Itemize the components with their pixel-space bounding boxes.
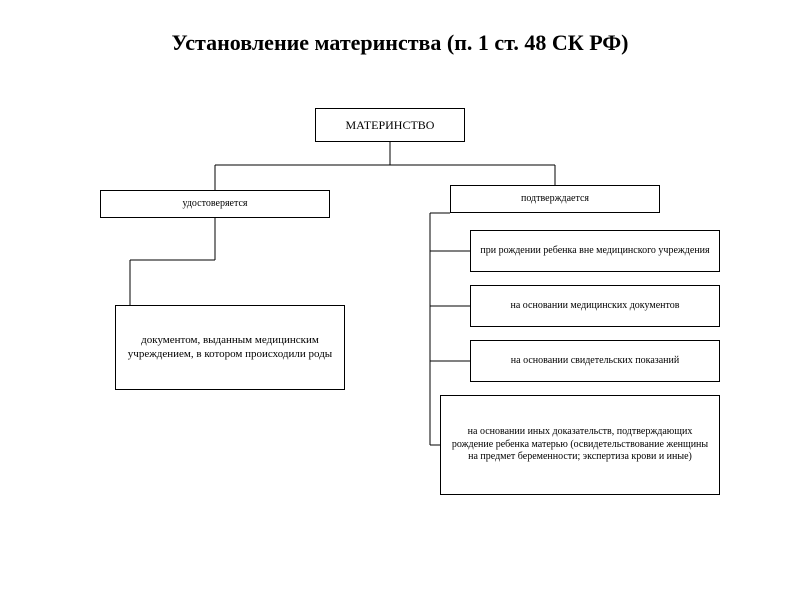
node-right-item-2: на основании свидетельских показаний	[470, 340, 720, 382]
node-left-detail-label: документом, выданным медицинским учрежде…	[122, 334, 338, 362]
node-left-head-label: удостоверяется	[182, 198, 247, 211]
node-root-label: МАТЕРИНСТВО	[346, 118, 435, 133]
node-right-item-3-label: на основании иных доказательств, подтвер…	[447, 426, 713, 464]
node-left-head: удостоверяется	[100, 190, 330, 218]
node-right-item-1-label: на основании медицинских документов	[511, 300, 680, 313]
node-right-item-0: при рождении ребенка вне медицинского уч…	[470, 230, 720, 272]
node-right-item-1: на основании медицинских документов	[470, 285, 720, 327]
node-right-item-2-label: на основании свидетельских показаний	[511, 355, 679, 368]
node-right-item-0-label: при рождении ребенка вне медицинского уч…	[480, 245, 709, 258]
node-root: МАТЕРИНСТВО	[315, 108, 465, 142]
diagram-canvas: Установление материнства (п. 1 ст. 48 СК…	[0, 0, 800, 600]
node-right-head-label: подтверждается	[521, 193, 589, 206]
node-right-item-3: на основании иных доказательств, подтвер…	[440, 395, 720, 495]
page-title: Установление материнства (п. 1 ст. 48 СК…	[0, 30, 800, 56]
node-left-detail: документом, выданным медицинским учрежде…	[115, 305, 345, 390]
node-right-head: подтверждается	[450, 185, 660, 213]
